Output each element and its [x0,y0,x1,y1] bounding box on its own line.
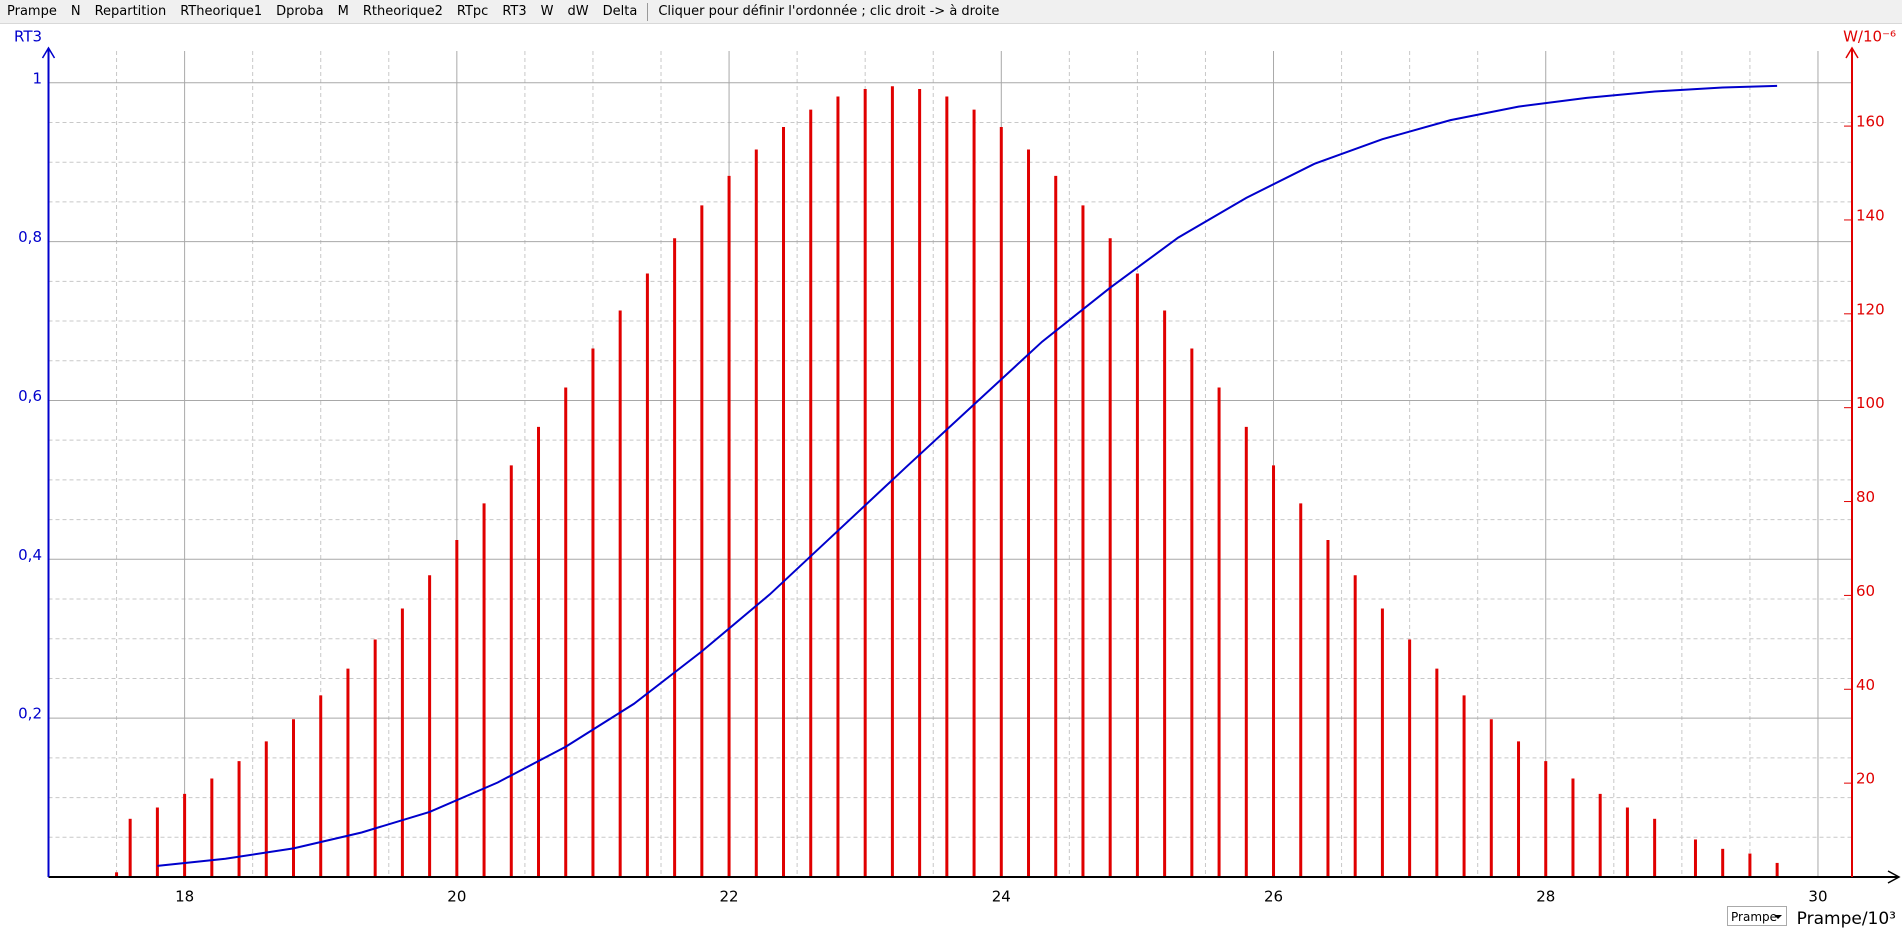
y-axis-arrow [41,46,56,59]
x-tick-label: 20 [447,888,466,906]
x-axis-label: Prampe/10³ [1797,909,1896,929]
x-tick-label: 28 [1536,888,1555,906]
line [157,84,1778,867]
x-tick-label: 26 [1264,888,1283,906]
y2-axis-arrow [1845,46,1859,59]
toolbar-button[interactable]: dW [567,4,589,19]
y-tick-label: 0,4 [18,546,42,564]
toolbar-button[interactable]: Repartition [94,4,167,19]
y-tick-label: 0,2 [18,705,42,723]
y2-axis-label: W/10⁻⁶ [1843,28,1896,46]
toolbar-button[interactable]: Dproba [276,4,324,19]
y2-tick-label: 120 [1856,300,1885,318]
x-tick-label: 22 [720,888,739,906]
y-tick-label: 1 [32,69,42,87]
toolbar: Prampe N Repartition RTheorique1 Dproba M Rthe… [0,0,1902,24]
chart: 18 20 22 24 26 28 300,20,40,60,812040608010012… [14,28,1901,929]
y2-tick-label: 100 [1856,394,1885,412]
x-tick-label: 24 [992,888,1011,906]
y2-tick-label: 140 [1856,206,1885,224]
y2-tick-label: 160 [1856,113,1885,131]
x-tick-label: 30 [1808,888,1827,906]
x-tick-label: 18 [175,888,194,906]
y2-tick-label: 20 [1856,770,1875,788]
y-tick-label: 0,8 [18,228,42,246]
toolbar-button[interactable]: Prampe [7,4,57,19]
y2-tick-label: 80 [1856,488,1875,506]
y-axis-label: RT3 [14,28,42,46]
toolbar-button[interactable]: Delta [602,4,638,19]
y2-tick-label: 40 [1856,676,1875,694]
toolbar-button[interactable]: M [337,4,349,19]
axis-dropdown[interactable]: Prampe [1727,906,1787,926]
toolbar-button[interactable]: RTpc [456,4,489,19]
toolbar-button[interactable]: W [540,4,554,19]
x-axis-arrow [1887,870,1901,884]
y2-tick-label: 60 [1856,582,1875,600]
toolbar-button[interactable]: N [70,4,81,19]
toolbar-button[interactable]: RTheorique1 [180,4,263,19]
hint-text: Cliquer pour définir l'ordonnée ; clic d… [658,4,1000,19]
y-tick-label: 0,6 [18,387,42,405]
toolbar-button[interactable]: Rtheorique2 [362,4,443,19]
separator [647,2,649,21]
toolbar-button[interactable]: RT3 [502,4,527,19]
